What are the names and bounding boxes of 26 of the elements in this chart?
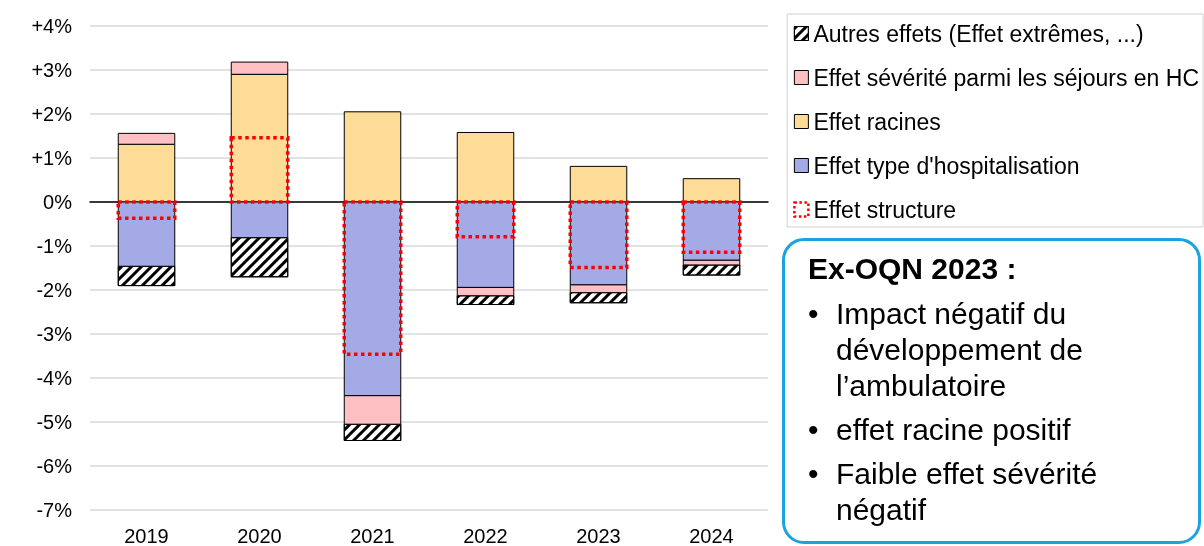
y-tick-label: 0% (43, 191, 73, 213)
legend-label: Effet racines (813, 108, 941, 135)
legend-label: Effet structure (813, 196, 957, 223)
y-tick-label: +2% (31, 103, 73, 125)
x-tick-label: 2023 (576, 525, 621, 546)
x-tick-label: 2024 (689, 525, 734, 546)
text: Ex-OQN 2023 : (808, 251, 1018, 287)
y-tick-label: +4% (31, 15, 73, 37)
text: • effet racine positif (808, 412, 1072, 448)
x-tick-label: 2021 (350, 525, 395, 546)
y-tick-label: -6% (36, 455, 73, 477)
y-tick-label: -3% (36, 323, 73, 345)
y-tick-label: -5% (36, 411, 73, 433)
y-tick-label: +3% (31, 59, 73, 81)
text: • Faible effet sévérité négatif (808, 456, 1099, 528)
x-tick-label: 2022 (463, 525, 508, 546)
legend-label: Autres effets (Effet extrêmes, ...) (813, 20, 1144, 47)
y-tick-label: -7% (36, 499, 73, 521)
legend-label: Effet sévérité parmi les séjours en HC (813, 64, 1199, 91)
legend-label: Effet type d'hospitalisation (813, 152, 1080, 179)
y-tick-label: -2% (36, 279, 73, 301)
x-tick-label: 2019 (124, 525, 169, 546)
x-tick-label: 2020 (237, 525, 282, 546)
y-tick-label: +1% (31, 147, 73, 169)
y-tick-label: -4% (36, 367, 73, 389)
y-tick-label: -1% (36, 235, 73, 257)
